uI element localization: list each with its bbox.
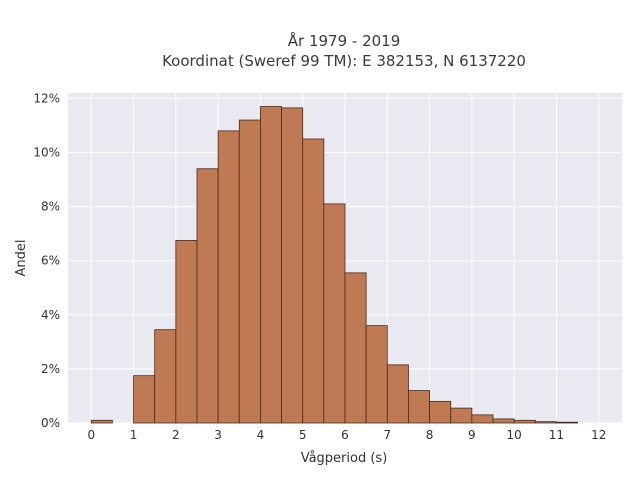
y-tick-label: 12%	[33, 91, 60, 105]
histogram-bar	[344, 272, 367, 424]
y-tick-label: 6%	[41, 254, 60, 268]
histogram-bar	[556, 421, 578, 424]
y-tick-label: 2%	[41, 362, 60, 376]
y-axis-label: Andel	[14, 240, 29, 277]
histogram-bar	[238, 119, 261, 424]
x-axis-label: Vågperiod (s)	[301, 451, 388, 466]
histogram-bar	[386, 364, 409, 424]
histogram-bar	[492, 418, 515, 424]
x-tick-label: 4	[257, 428, 265, 442]
chart-subtitle: Koordinat (Sweref 99 TM): E 382153, N 61…	[162, 52, 526, 70]
x-tick-label: 9	[468, 428, 476, 442]
histogram-bar	[133, 375, 156, 424]
histogram-bar	[429, 400, 452, 424]
x-tick-label: 3	[214, 428, 222, 442]
histogram-bar	[534, 421, 557, 424]
x-tick-label: 12	[591, 428, 606, 442]
histogram-bar	[450, 407, 473, 424]
x-tick-label: 2	[172, 428, 180, 442]
y-tick-label: 8%	[41, 200, 60, 214]
x-tick-label: 0	[87, 428, 95, 442]
x-tick-label: 8	[426, 428, 434, 442]
y-tick-label: 10%	[33, 146, 60, 160]
histogram-bar	[323, 203, 346, 424]
histogram-bar	[471, 414, 494, 424]
y-tick-label: 4%	[41, 308, 60, 322]
histogram-bar	[196, 168, 219, 424]
x-tick-label: 1	[130, 428, 138, 442]
histogram-bar	[154, 329, 177, 424]
histogram-bar	[365, 325, 388, 424]
x-axis-ticks: 0 1 2 3 4 5 6 7 8 9 10 11 12	[87, 428, 606, 442]
x-tick-label: 7	[383, 428, 391, 442]
histogram-bar	[260, 106, 282, 424]
histogram-bar	[281, 107, 304, 424]
bars-group	[90, 106, 578, 424]
y-axis-ticks: 0% 2% 4% 6% 8% 10% 12%	[33, 91, 60, 430]
x-tick-label: 6	[341, 428, 349, 442]
histogram-bar	[513, 419, 536, 424]
y-tick-label: 0%	[41, 416, 60, 430]
x-tick-label: 10	[507, 428, 522, 442]
histogram-bar	[175, 240, 198, 424]
histogram-bar	[302, 138, 325, 424]
chart-title: År 1979 - 2019	[288, 31, 401, 50]
histogram-bar	[408, 390, 430, 424]
histogram-bar	[90, 419, 113, 424]
x-tick-label: 5	[299, 428, 307, 442]
histogram-bar	[217, 130, 240, 424]
x-tick-label: 11	[549, 428, 564, 442]
